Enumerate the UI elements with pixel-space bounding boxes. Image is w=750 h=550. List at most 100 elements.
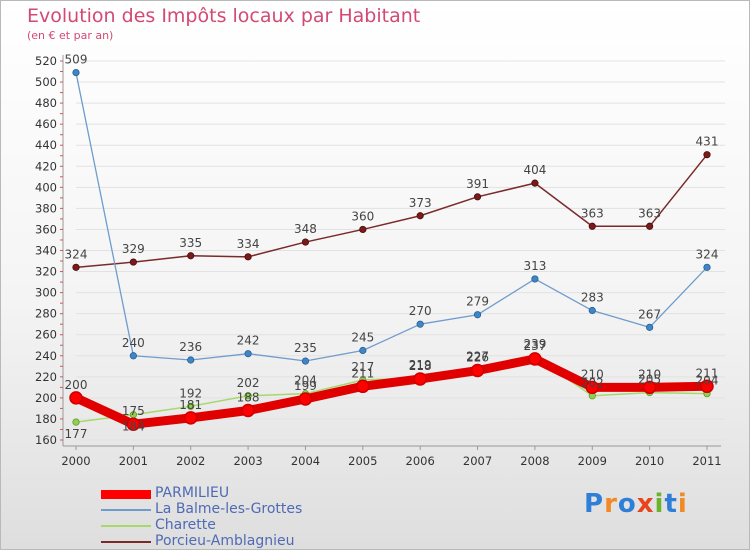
x-tick-label: 2005 xyxy=(348,454,377,468)
data-point-porcieu-amblagnieu xyxy=(359,225,367,234)
data-label-charette: 192 xyxy=(179,386,202,400)
data-label-la-balme-les-grottes: 267 xyxy=(638,307,661,321)
y-tick-label: 280 xyxy=(35,307,57,321)
legend-label: PARMILIEU xyxy=(155,485,230,501)
data-label-parmilieu: 200 xyxy=(65,378,88,392)
data-label-parmilieu: 218 xyxy=(409,359,432,373)
data-label-porcieu-amblagnieu: 373 xyxy=(409,196,432,210)
data-label-charette: 202 xyxy=(581,376,604,390)
data-point-la-balme-les-grottes xyxy=(416,320,424,328)
data-point-la-balme-les-grottes xyxy=(531,275,539,283)
data-label-parmilieu: 237 xyxy=(523,339,546,353)
data-label-charette: 184 xyxy=(122,420,145,434)
logo-letter: t xyxy=(664,489,678,519)
data-point-la-balme-les-grottes xyxy=(129,352,137,360)
data-label-la-balme-les-grottes: 235 xyxy=(294,341,317,355)
data-point-charette xyxy=(187,402,195,410)
data-point-porcieu-amblagnieu xyxy=(301,238,310,246)
data-point-la-balme-les-grottes xyxy=(187,356,195,364)
legend-swatch xyxy=(101,541,151,543)
y-tick-label: 340 xyxy=(35,244,57,258)
logo-letter: o xyxy=(617,489,637,519)
data-label-charette: 239 xyxy=(523,337,546,351)
data-point-la-balme-les-grottes xyxy=(703,263,711,271)
data-label-la-balme-les-grottes: 283 xyxy=(581,291,604,305)
data-label-la-balme-les-grottes: 509 xyxy=(65,53,88,67)
y-tick-label: 380 xyxy=(35,201,57,215)
y-tick-label: 520 xyxy=(35,54,57,68)
legend-swatch xyxy=(101,509,151,511)
x-tick-label: 2008 xyxy=(520,454,549,468)
data-label-porcieu-amblagnieu: 334 xyxy=(237,237,260,251)
legend-label: Charette xyxy=(155,517,216,533)
data-point-la-balme-les-grottes xyxy=(473,311,482,319)
y-tick-label: 400 xyxy=(35,180,57,194)
data-label-la-balme-les-grottes: 270 xyxy=(409,304,432,318)
x-tick-label: 2007 xyxy=(463,454,492,468)
y-tick-label: 320 xyxy=(35,265,57,279)
x-tick-label: 2010 xyxy=(635,454,664,468)
data-point-parmilieu xyxy=(356,379,370,394)
data-point-parmilieu xyxy=(298,392,313,406)
data-label-porcieu-amblagnieu: 431 xyxy=(696,135,719,149)
data-label-parmilieu: 210 xyxy=(581,367,604,381)
data-label-charette: 204 xyxy=(294,374,317,388)
data-point-porcieu-amblagnieu xyxy=(473,193,482,201)
data-label-la-balme-les-grottes: 245 xyxy=(351,331,374,345)
data-label-la-balme-les-grottes: 279 xyxy=(466,295,489,309)
x-tick-label: 2000 xyxy=(61,454,90,468)
y-tick-label: 200 xyxy=(35,391,57,405)
data-point-charette xyxy=(244,392,252,400)
data-label-charette: 202 xyxy=(237,376,260,390)
data-point-la-balme-les-grottes xyxy=(359,346,367,355)
logo-letter: x xyxy=(636,489,655,519)
data-label-porcieu-amblagnieu: 363 xyxy=(638,206,661,220)
data-label-porcieu-amblagnieu: 363 xyxy=(581,206,604,220)
x-tick-label: 2009 xyxy=(578,454,607,468)
data-label-porcieu-amblagnieu: 324 xyxy=(65,247,88,261)
y-tick-label: 500 xyxy=(35,75,57,89)
data-point-porcieu-amblagnieu xyxy=(416,212,424,220)
data-label-porcieu-amblagnieu: 335 xyxy=(179,236,202,250)
y-tick-label: 180 xyxy=(35,412,57,426)
data-label-parmilieu: 211 xyxy=(696,366,719,380)
series-line-parmilieu xyxy=(74,354,708,429)
logo-letter: i xyxy=(654,489,665,519)
series-line-la-balme-les-grottes xyxy=(75,72,708,362)
data-point-parmilieu xyxy=(126,417,141,431)
y-tick-label: 360 xyxy=(35,222,57,236)
legend-swatch xyxy=(101,489,151,499)
data-point-porcieu-amblagnieu xyxy=(531,179,539,187)
legend-swatch xyxy=(101,525,151,527)
data-point-porcieu-amblagnieu xyxy=(703,151,711,159)
data-label-porcieu-amblagnieu: 329 xyxy=(122,242,145,256)
data-label-parmilieu: 226 xyxy=(466,351,489,365)
logo-letter: P xyxy=(584,489,605,519)
data-label-charette: 205 xyxy=(638,373,661,387)
data-label-parmilieu: 210 xyxy=(638,367,661,381)
data-label-porcieu-amblagnieu: 391 xyxy=(466,177,489,191)
y-tick-label: 440 xyxy=(35,138,57,152)
data-point-parmilieu xyxy=(241,403,255,418)
legend-label: La Balme-les-Grottes xyxy=(155,501,303,517)
y-tick-label: 300 xyxy=(35,286,57,300)
data-point-la-balme-les-grottes xyxy=(588,306,596,315)
data-label-la-balme-les-grottes: 236 xyxy=(179,340,202,354)
chart-subtitle: (en € et par an) xyxy=(27,29,114,42)
x-tick-label: 2006 xyxy=(406,454,435,468)
data-label-charette: 177 xyxy=(65,427,88,441)
legend-label: Porcieu-Amblagnieu xyxy=(155,533,295,549)
data-point-porcieu-amblagnieu xyxy=(244,253,252,261)
data-label-charette: 204 xyxy=(696,374,719,388)
data-label-parmilieu: 211 xyxy=(351,366,374,380)
data-point-la-balme-les-grottes xyxy=(72,68,80,77)
data-point-parmilieu xyxy=(528,352,542,366)
data-point-parmilieu xyxy=(470,363,485,378)
data-label-porcieu-amblagnieu: 360 xyxy=(351,209,374,223)
data-label-porcieu-amblagnieu: 348 xyxy=(294,222,317,236)
data-point-porcieu-amblagnieu xyxy=(646,222,654,230)
data-point-porcieu-amblagnieu xyxy=(129,258,137,266)
data-point-parmilieu xyxy=(413,372,427,386)
